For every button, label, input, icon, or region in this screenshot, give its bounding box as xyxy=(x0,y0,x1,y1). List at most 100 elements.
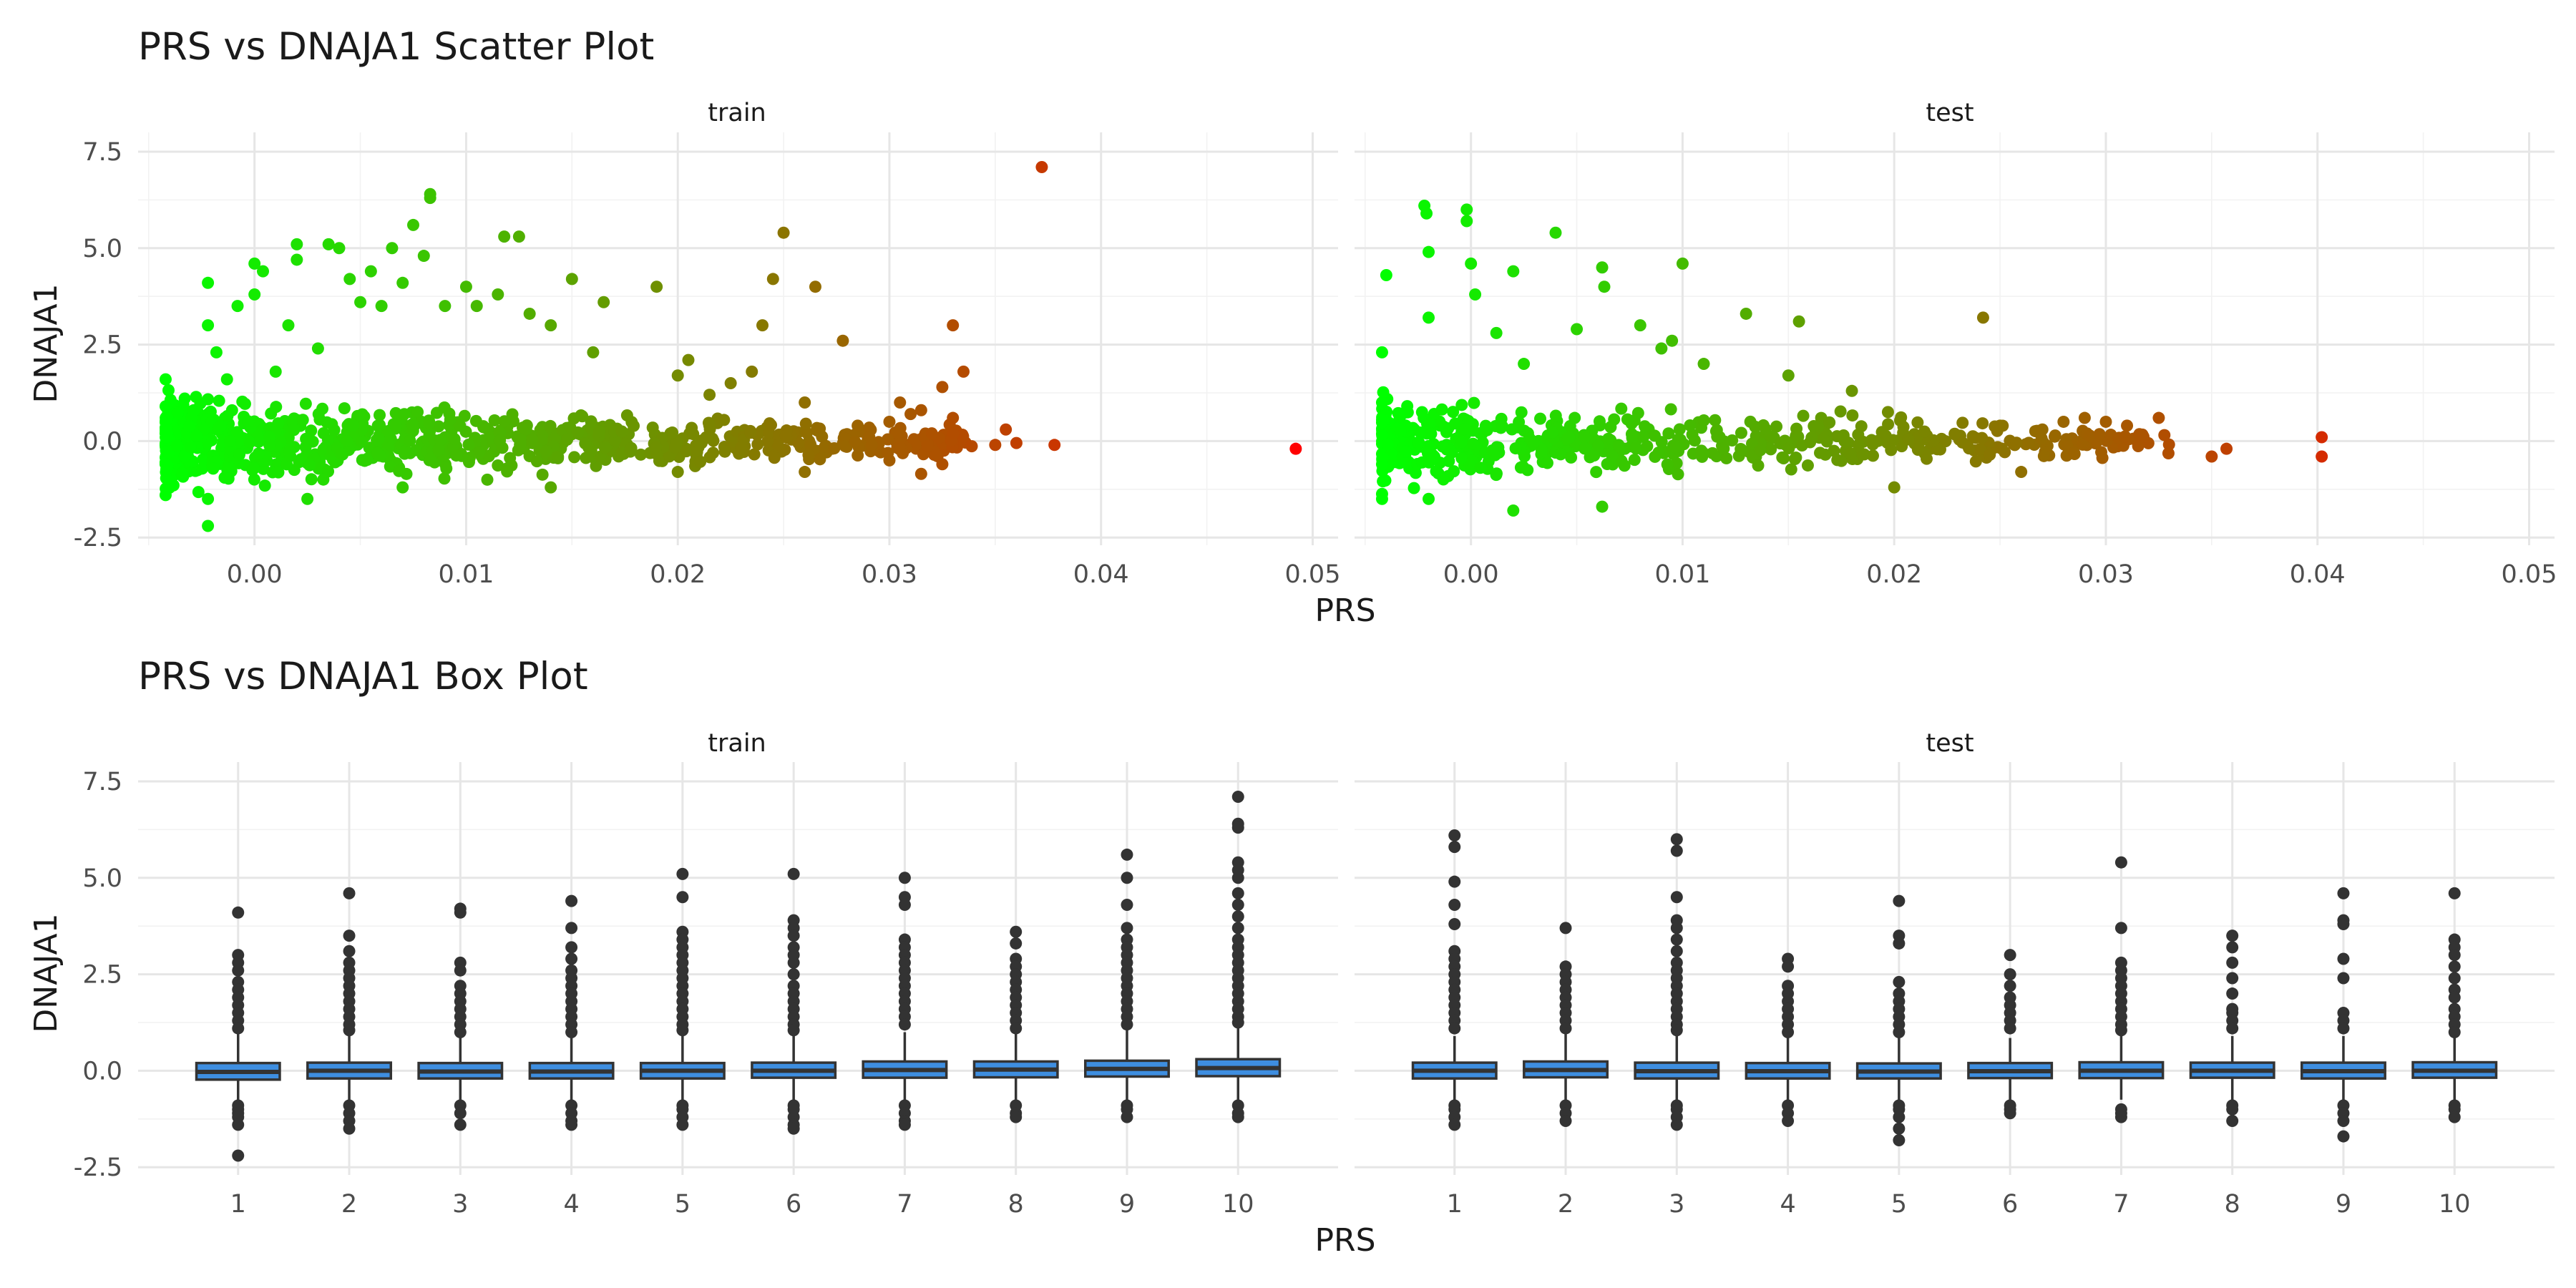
scatter-point xyxy=(322,238,335,250)
scatter-point xyxy=(957,365,970,378)
scatter-point xyxy=(2037,449,2050,462)
scatter-point xyxy=(1401,400,1414,413)
scatter-point xyxy=(272,466,285,479)
scatter-point xyxy=(686,421,698,434)
scatter-point xyxy=(438,472,451,485)
outlier-point xyxy=(232,1118,245,1131)
scatter-point xyxy=(552,450,565,463)
scatter-point xyxy=(718,414,731,426)
x-tick-label: 0.03 xyxy=(2078,560,2134,589)
x-tick-label: 10 xyxy=(1222,1190,1254,1219)
scatter-point xyxy=(1669,441,1682,454)
scatter-point xyxy=(196,462,209,475)
outlier-point xyxy=(2448,991,2461,1004)
outlier-point xyxy=(2226,1115,2239,1128)
y-tick-label: 0.0 xyxy=(82,427,122,456)
scatter-point xyxy=(1641,440,1654,453)
scatter-point xyxy=(671,369,684,382)
scatter-point xyxy=(1661,458,1674,471)
scatter-point xyxy=(1578,429,1591,441)
x-tick-label: 2 xyxy=(341,1190,357,1219)
box-10 xyxy=(2411,887,2498,1123)
box-2 xyxy=(306,887,393,1135)
outlier-point xyxy=(1121,1111,1133,1123)
scatter-point xyxy=(284,449,297,462)
scatter-point xyxy=(1976,311,1989,324)
scatter-point xyxy=(2162,447,2175,460)
y-tick-label: -2.5 xyxy=(74,1153,122,1182)
x-tick-label: 9 xyxy=(1119,1190,1135,1219)
outlier-point xyxy=(2004,949,2016,962)
scatter-point xyxy=(454,419,467,432)
scatter-point xyxy=(1465,454,1478,467)
scatter-point xyxy=(1568,411,1581,424)
outlier-point xyxy=(1231,887,1244,899)
scatter-point xyxy=(355,435,368,448)
scatter-point xyxy=(1782,369,1795,382)
scatter-point xyxy=(1426,453,1439,466)
scatter-point xyxy=(1579,442,1591,455)
scatter-point xyxy=(1956,416,1969,429)
scatter-point xyxy=(512,444,525,457)
outlier-point xyxy=(676,867,689,880)
scatter-point xyxy=(2099,415,2112,428)
box-1 xyxy=(1411,829,1498,1131)
scatter-point xyxy=(504,452,517,464)
outlier-point xyxy=(1670,922,1683,935)
scatter-point xyxy=(814,453,826,466)
outlier-point xyxy=(1893,894,1906,907)
scatter-point xyxy=(2035,432,2048,445)
scatter-point xyxy=(735,441,748,454)
scatter-point xyxy=(928,449,941,462)
scatter-point xyxy=(231,300,244,313)
outlier-point xyxy=(787,956,800,969)
outlier-point xyxy=(232,1022,245,1035)
outlier-point xyxy=(232,964,245,977)
scatter-point xyxy=(718,445,731,458)
scatter-point xyxy=(2316,431,2328,444)
outlier-point xyxy=(343,887,356,899)
scatter-point xyxy=(2077,438,2089,451)
box-strip-test: test xyxy=(1926,729,1974,758)
outlier-point xyxy=(454,906,467,919)
scatter-point xyxy=(498,230,511,243)
scatter-point xyxy=(1460,203,1473,216)
scatter-plot-title: PRS vs DNAJA1 Scatter Plot xyxy=(138,25,654,69)
scatter-point xyxy=(1381,438,1394,451)
box-7 xyxy=(2078,856,2165,1123)
outlier-point xyxy=(2448,972,2461,985)
scatter-point xyxy=(223,434,236,447)
outlier-point xyxy=(1448,875,1461,888)
scatter-point xyxy=(183,420,196,433)
scatter-point xyxy=(1994,419,2006,432)
scatter-point xyxy=(819,440,831,453)
outlier-point xyxy=(787,968,800,981)
scatter-point xyxy=(703,423,716,436)
scatter-point xyxy=(184,441,197,454)
scatter-point xyxy=(424,453,436,466)
outlier-point xyxy=(2448,949,2461,962)
scatter-point xyxy=(1598,280,1611,293)
scatter-point xyxy=(238,397,251,410)
scatter-point xyxy=(1785,463,1797,476)
box-5 xyxy=(639,867,726,1131)
scatter-point xyxy=(2316,450,2328,463)
scatter-point xyxy=(1911,444,1924,457)
scatter-point xyxy=(1852,439,1865,452)
scatter-strip-train: train xyxy=(708,99,766,127)
x-tick-label: 10 xyxy=(2439,1190,2471,1219)
outlier-point xyxy=(1010,925,1023,938)
outlier-point xyxy=(454,1118,467,1131)
scatter-point xyxy=(190,429,203,442)
scatter-point xyxy=(597,296,610,308)
scatter-point xyxy=(572,426,585,439)
scatter-point xyxy=(293,456,306,469)
x-tick-label: 1 xyxy=(1447,1190,1463,1219)
scatter-point xyxy=(305,473,318,486)
scatter-point xyxy=(1423,311,1435,324)
scatter-point xyxy=(197,453,210,466)
outlier-point xyxy=(1782,1025,1795,1038)
scatter-point xyxy=(1437,473,1450,486)
scatter-panel-train: 0.00 0.01 0.02 0.03 0.04 0.05 -2.5 0.0 2.5 5.0 7.5 xyxy=(74,132,1340,589)
scatter-point xyxy=(1458,423,1470,436)
